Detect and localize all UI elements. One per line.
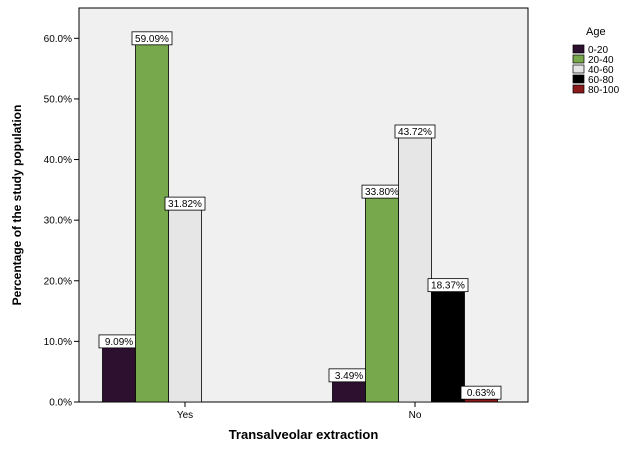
y-tick-label: 20.0% <box>44 276 72 287</box>
y-axis-title: Percentage of the study population <box>10 105 24 306</box>
data-label-box <box>460 385 502 400</box>
y-tick-label: 60.0% <box>44 34 72 45</box>
legend-label: 40-60 <box>588 65 614 76</box>
data-label: 9.09% <box>105 337 133 348</box>
data-label: 0.63% <box>467 388 495 399</box>
legend-label: 20-40 <box>588 55 614 66</box>
legend-swatch <box>572 74 585 84</box>
legend-label: 60-80 <box>588 75 614 86</box>
data-label-box <box>394 124 436 139</box>
y-tick-label: 40.0% <box>44 155 72 166</box>
x-axis-title: Transalveolar extraction <box>229 427 379 442</box>
data-label: 33.80% <box>365 187 399 198</box>
legend-title: Age <box>586 26 606 38</box>
bar <box>135 43 169 403</box>
data-label-box <box>427 278 469 293</box>
bar <box>102 346 136 403</box>
x-tick-label: Yes <box>177 410 193 421</box>
y-tick-label: 30.0% <box>44 216 72 227</box>
y-tick-label: 50.0% <box>44 94 72 105</box>
data-label: 31.82% <box>168 199 202 210</box>
legend-swatch <box>572 64 585 74</box>
data-label: 43.72% <box>398 127 432 138</box>
legend-label: 0-20 <box>588 45 608 56</box>
legend-label: 80-100 <box>588 85 620 96</box>
data-label: 59.09% <box>135 34 169 45</box>
bar <box>168 208 202 403</box>
data-label: 3.49% <box>335 371 363 382</box>
bar <box>431 290 465 403</box>
legend-swatch <box>572 44 585 54</box>
bar <box>332 380 366 403</box>
bar <box>398 136 432 403</box>
data-label: 18.37% <box>431 281 465 292</box>
data-label-box <box>164 196 206 211</box>
x-tick-label: No <box>409 410 422 421</box>
y-tick-label: 0.0% <box>49 398 72 409</box>
legend-swatch <box>572 54 585 64</box>
legend-swatch <box>572 84 585 94</box>
bar <box>365 196 399 403</box>
data-label-box <box>131 31 173 46</box>
y-tick-label: 10.0% <box>44 337 72 348</box>
